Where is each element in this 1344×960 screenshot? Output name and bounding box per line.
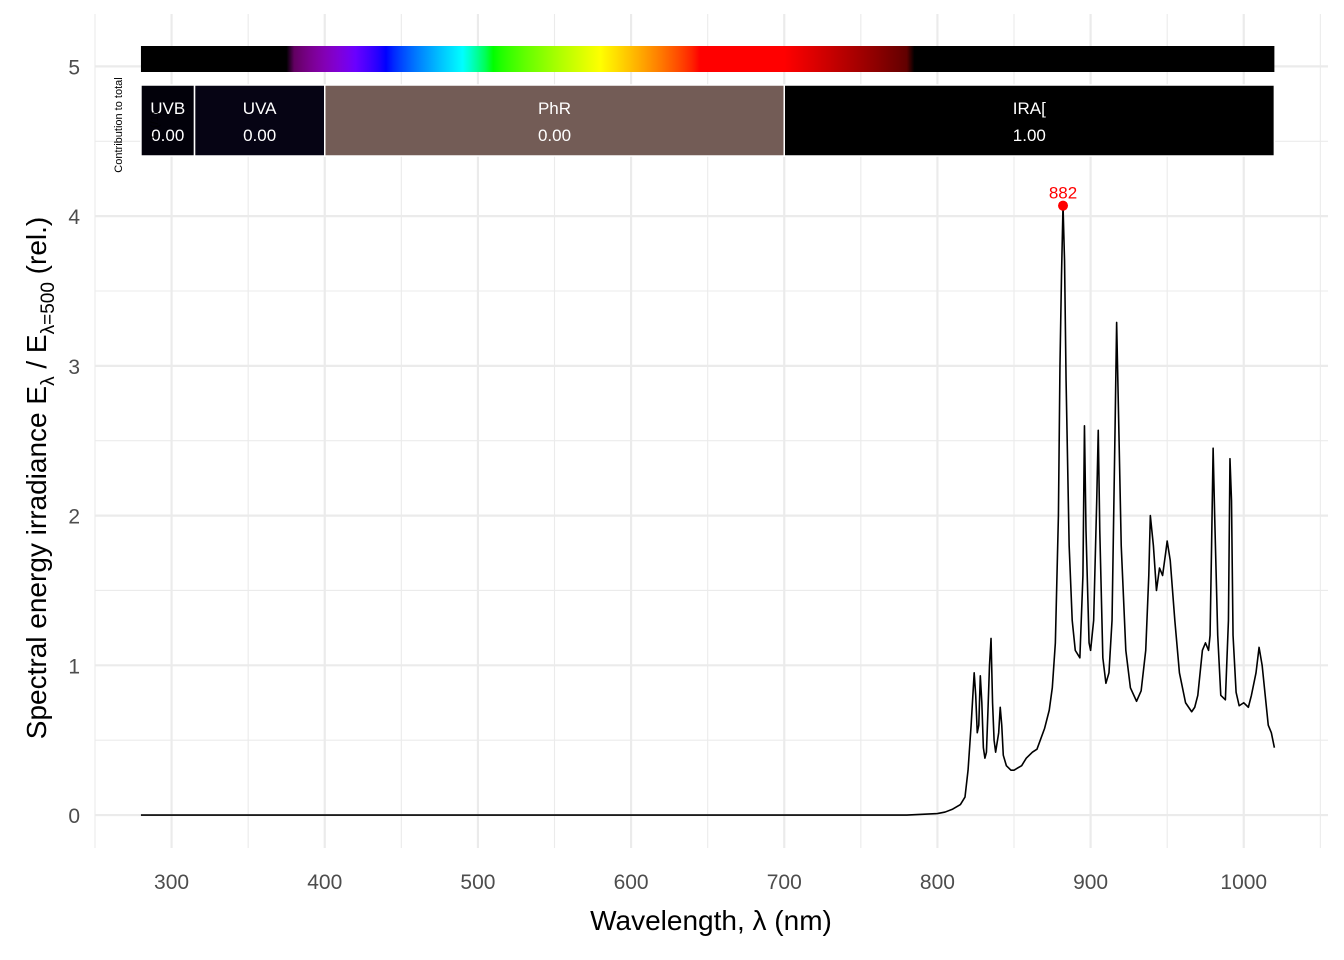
x-axis-title: Wavelength, λ (nm) bbox=[590, 905, 832, 936]
y-tick-label: 3 bbox=[68, 356, 80, 379]
waveband-box bbox=[783, 84, 1276, 157]
waveband-box bbox=[140, 84, 196, 157]
wavelength-color-strip bbox=[140, 46, 1275, 72]
band-side-label-unit: E (/1) bbox=[149, 112, 161, 139]
waveband-value: 1.00 bbox=[1013, 126, 1046, 145]
waveband-value: 0.00 bbox=[243, 126, 276, 145]
waveband-name: UVA bbox=[243, 99, 277, 118]
y-title-sub2: λ=500 bbox=[38, 282, 59, 334]
x-tick-label: 300 bbox=[154, 871, 189, 894]
y-tick-label: 2 bbox=[68, 506, 80, 529]
waveband-name: PhR bbox=[538, 99, 571, 118]
x-tick-label: 400 bbox=[307, 871, 342, 894]
x-tick-label: 900 bbox=[1073, 871, 1108, 894]
y-tick-label: 0 bbox=[68, 805, 80, 828]
x-tick-label: 800 bbox=[920, 871, 955, 894]
x-tick-label: 1000 bbox=[1220, 871, 1267, 894]
y-title-suffix: (rel.) bbox=[21, 217, 52, 282]
waveband-name: IRA[ bbox=[1013, 99, 1046, 118]
y-tick-label: 4 bbox=[68, 206, 80, 229]
x-tick-label: 500 bbox=[460, 871, 495, 894]
band-side-label-contribution: Contribution to total bbox=[113, 77, 125, 172]
y-tick-label: 1 bbox=[68, 655, 80, 678]
waveband-name: UVB bbox=[150, 99, 185, 118]
peak-label: 882 bbox=[1049, 184, 1077, 203]
y-title-prefix: Spectral energy irradiance E bbox=[21, 386, 52, 739]
waveband-box bbox=[324, 84, 786, 157]
waveband-value: 0.00 bbox=[538, 126, 571, 145]
waveband-box bbox=[193, 84, 326, 157]
x-tick-label: 700 bbox=[767, 871, 802, 894]
series-layer: 882 bbox=[140, 184, 1276, 816]
x-tick-label: 600 bbox=[614, 871, 649, 894]
y-axis-title: Spectral energy irradiance Eλ / Eλ=500 (… bbox=[21, 217, 59, 739]
y-tick-label: 5 bbox=[68, 56, 80, 79]
y-title-sub1: λ bbox=[38, 376, 59, 386]
tick-layer: 300 400 500 600 700 800 900 1000 0 1 2 3 4 5 bbox=[68, 56, 1267, 894]
waveband-layer: UVB 0.00 UVA 0.00 PhR 0.00 IRA[ 1.00 Contributio… bbox=[113, 46, 1276, 173]
waveband-value: 0.00 bbox=[151, 126, 184, 145]
peak-marker bbox=[1058, 200, 1069, 211]
spectrum-line bbox=[140, 204, 1276, 816]
y-title-mid: / E bbox=[21, 334, 52, 376]
